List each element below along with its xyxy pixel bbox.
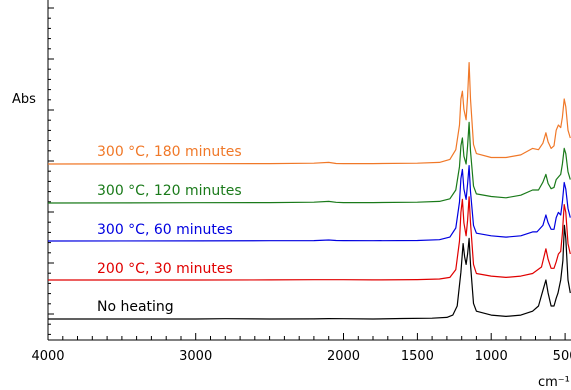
x-axis-unit-label: cm⁻¹ xyxy=(538,375,570,390)
series-label: 300 °C, 60 minutes xyxy=(97,222,233,238)
series-line xyxy=(48,224,571,320)
series-group xyxy=(47,61,571,320)
x-tick-label: 2000 xyxy=(327,349,360,364)
series-line xyxy=(47,61,571,165)
chart-axes: 4000 3000 2000 1500 1000 500 xyxy=(31,0,571,364)
series-label: No heating xyxy=(97,299,174,315)
x-tick-label: 4000 xyxy=(31,349,64,364)
x-tick-label: 3000 xyxy=(179,349,212,364)
series-line xyxy=(47,121,571,204)
x-tick-label: 500 xyxy=(553,349,571,364)
series-line xyxy=(48,196,571,281)
y-axis-label: Abs xyxy=(12,92,36,107)
series-label: 200 °C, 30 minutes xyxy=(97,261,233,277)
series-line xyxy=(47,165,571,242)
x-tick-label: 1000 xyxy=(475,349,508,364)
series-label: 300 °C, 180 minutes xyxy=(97,144,242,160)
x-tick-label: 1500 xyxy=(401,349,434,364)
series-label: 300 °C, 120 minutes xyxy=(97,183,242,199)
series-labels: No heating 200 °C, 30 minutes 300 °C, 60 m… xyxy=(97,144,242,315)
